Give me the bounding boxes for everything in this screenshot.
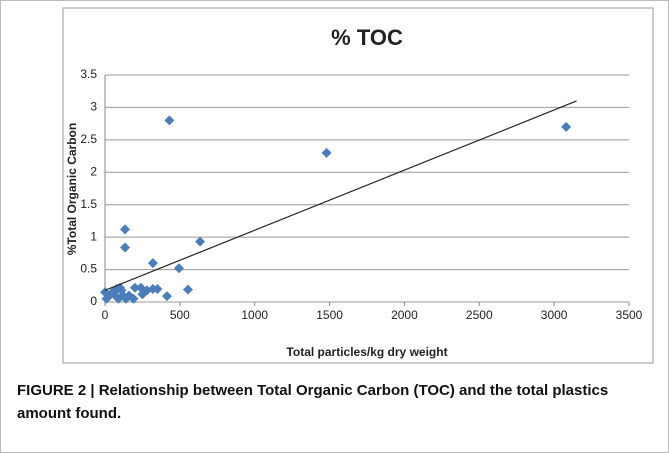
y-tick-label: 1 xyxy=(90,229,97,243)
point xyxy=(147,258,158,269)
y-tick-label: 2.5 xyxy=(80,132,97,146)
y-tick-label: 0 xyxy=(90,294,97,308)
y-tick-label: 2 xyxy=(90,164,97,178)
point xyxy=(182,284,193,295)
x-tick-label: 1500 xyxy=(316,308,343,322)
trendline xyxy=(104,100,577,291)
caption: FIGURE 2 | Relationship between Total Or… xyxy=(17,382,609,422)
x-tick-label: 500 xyxy=(170,308,190,322)
y-tick-label: 3.5 xyxy=(80,67,97,81)
y-tick-label: 1.5 xyxy=(80,197,97,211)
x-tick-label: 3500 xyxy=(616,308,643,322)
x-axis-label: Total particles/kg dry weight xyxy=(286,345,447,359)
point xyxy=(120,242,131,253)
point xyxy=(561,121,572,132)
point xyxy=(173,263,184,274)
y-tick-label: 0.5 xyxy=(80,262,97,276)
x-tick-label: 0 xyxy=(102,308,109,322)
point xyxy=(195,236,206,247)
chart: % TOC Total particles/kg dry weight %Tot… xyxy=(62,7,654,364)
point xyxy=(120,224,131,235)
x-tick-label: 3000 xyxy=(541,308,568,322)
x-tick-label: 2500 xyxy=(466,308,493,322)
point xyxy=(164,115,175,126)
y-tick-label: 3 xyxy=(90,100,97,114)
x-tick-label: 1000 xyxy=(241,308,268,322)
chart-frame xyxy=(62,7,654,364)
point xyxy=(152,284,163,295)
point xyxy=(128,293,139,304)
x-tick-label: 2000 xyxy=(391,308,418,322)
point xyxy=(321,147,332,158)
y-axis-label: %Total Organic Carbon xyxy=(65,123,79,255)
chart-title: % TOC xyxy=(331,25,403,50)
point xyxy=(120,293,131,304)
point xyxy=(161,291,172,302)
point xyxy=(129,282,140,293)
